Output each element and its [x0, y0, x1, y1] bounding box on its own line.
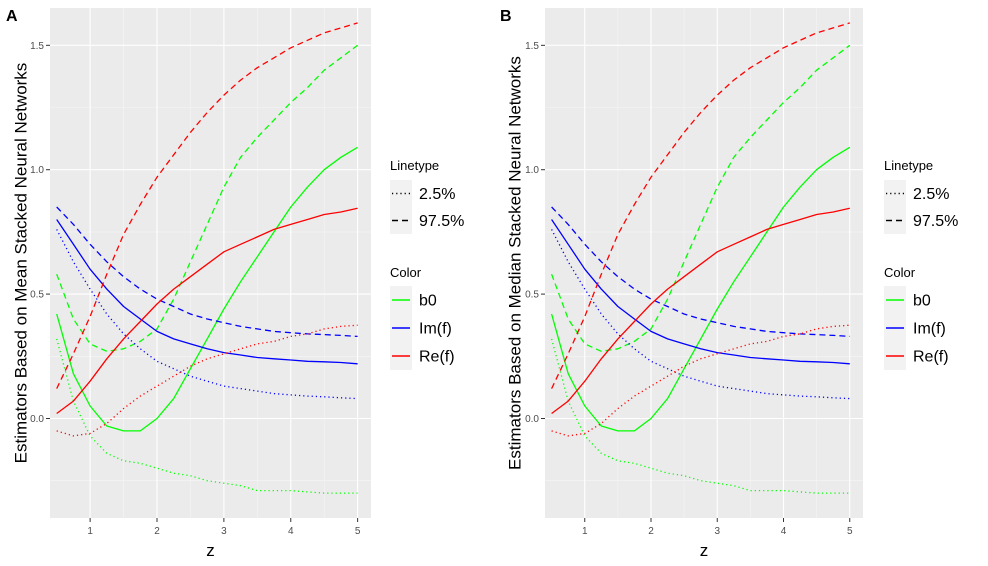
legend-label: 97.5% — [419, 213, 464, 230]
series-line-7 — [56, 324, 358, 437]
legend-title-color: Color — [390, 265, 422, 280]
legend-label: b0 — [913, 293, 931, 310]
x-tick-label: 3 — [221, 526, 227, 537]
y-tick-label: 1.5 — [525, 41, 539, 52]
legend-label: Re(f) — [419, 349, 455, 366]
series-line-3 — [551, 219, 850, 365]
x-tick-label: 4 — [781, 526, 787, 537]
x-tick-label: 5 — [847, 526, 853, 537]
x-tick-label: 2 — [648, 526, 654, 537]
legend-label: Im(f) — [419, 321, 452, 338]
series-line-2 — [550, 44, 851, 352]
legend-label: 2.5% — [419, 186, 455, 203]
series-line-4 — [56, 229, 358, 400]
legend-title-linetype: Linetype — [884, 158, 933, 173]
y-tick-label: 0.5 — [30, 290, 44, 301]
legend-label: b0 — [419, 293, 437, 310]
y-tick-label: 1.5 — [30, 41, 44, 52]
panel-letter: A — [6, 8, 18, 25]
legend-key-background — [390, 207, 412, 234]
series-line-0 — [550, 146, 851, 432]
chart-panel-B: 1 2 3 4 5 0.0 0.5 1.0 1.5 z Estimators Based on Me… — [500, 8, 958, 560]
y-tick-label: 0.5 — [525, 290, 539, 301]
chart-panel-A: 1 2 3 4 5 0.0 0.5 1.0 1.5 z Estimators Based on Me… — [6, 8, 464, 560]
legend-label: Re(f) — [913, 349, 949, 366]
x-tick-label: 1 — [582, 526, 588, 537]
legend-key-background — [884, 207, 906, 234]
y-axis-title: Estimators Based on Median Stacked Neura… — [505, 56, 524, 470]
y-axis-title: Estimators Based on Mean Stacked Neural … — [11, 63, 30, 464]
plot-panel-background — [545, 8, 863, 518]
y-tick-label: 1.0 — [525, 165, 539, 176]
legend-title-color: Color — [884, 265, 916, 280]
x-tick-label: 1 — [87, 526, 93, 537]
y-tick-label: 0.0 — [30, 414, 44, 425]
series-line-8 — [551, 22, 850, 389]
plot-panel-background — [50, 8, 371, 518]
x-axis-title: z — [700, 541, 709, 560]
x-axis-title: z — [206, 541, 215, 560]
legend: Linetype 2.5% 97.5% Color b0 Im(f) Re(f) — [390, 158, 464, 370]
x-tick-label: 4 — [288, 526, 294, 537]
x-tick-label: 5 — [355, 526, 361, 537]
x-tick-label: 2 — [154, 526, 160, 537]
series-line-7 — [551, 324, 850, 437]
series-line-5 — [551, 206, 850, 338]
y-tick-label: 1.0 — [30, 165, 44, 176]
legend-label: Im(f) — [913, 321, 946, 338]
x-tick-label: 3 — [714, 526, 720, 537]
series-line-0 — [56, 146, 358, 432]
legend-label: 2.5% — [913, 186, 949, 203]
panel-letter: B — [500, 8, 512, 25]
y-tick-label: 0.0 — [525, 414, 539, 425]
legend-title-linetype: Linetype — [390, 158, 439, 173]
series-line-1 — [56, 338, 358, 494]
series-line-8 — [56, 22, 358, 389]
legend-label: 97.5% — [913, 213, 958, 230]
series-line-1 — [550, 338, 850, 494]
series-line-6 — [551, 207, 850, 415]
series-line-3 — [56, 219, 358, 365]
series-line-6 — [56, 207, 358, 415]
legend: Linetype 2.5% 97.5% Color b0 Im(f) Re(f) — [884, 158, 958, 370]
